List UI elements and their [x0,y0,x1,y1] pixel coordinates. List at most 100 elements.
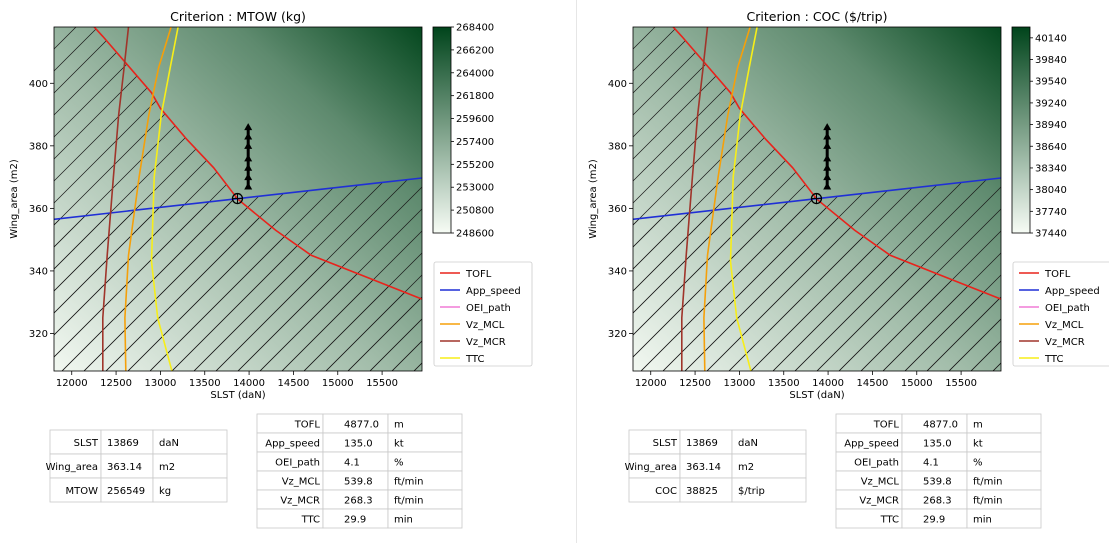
chart-panel-2: Criterion : COC ($/trip) 12000 12500 13000 1… [588,9,1109,529]
legend-label: TTC [465,354,484,365]
x-tick-label: 15000 [322,378,354,389]
y-tick-label: 360 [608,204,627,215]
colorbar-tick-label: 261800 [456,91,494,102]
legend-box [1012,261,1109,367]
constraint-table-text: 4877.0 [923,420,958,431]
panel-divider [576,0,577,543]
x-tick-label: 12000 [56,378,88,389]
constraint-table-text: ft/min [973,496,1003,507]
y-axis-label: Wing_area (m2) [9,159,20,239]
plot-area [54,27,422,371]
y-axis-label: Wing_area (m2) [588,159,599,239]
legend-label: TOFL [1044,269,1071,280]
feasibility-marker [244,163,253,171]
constraint-table-text: m [973,420,983,431]
colorbar-tick-label: 39240 [1035,98,1067,109]
y-tick-label: 320 [29,329,48,340]
design-table-text: Wing_area [46,462,98,473]
y-tick-label: 320 [608,329,627,340]
x-tick-label: 12500 [100,378,132,389]
design-table-text: 363.14 [686,462,721,473]
feasibility-marker [244,132,253,140]
constraint-table-text: ft/min [394,496,424,507]
colorbar [1011,26,1031,234]
design-table-text: daN [159,438,179,449]
constraint-table-text: App_speed [844,439,899,450]
design-table-text: kg [159,486,171,497]
series-tofl-line [672,27,1001,300]
chart-panel-1: Criterion : MTOW (kg) 12000 12500 13000 1350… [9,9,533,529]
colorbar-tick-label: 38640 [1035,142,1067,153]
constraint-table-text: 4.1 [344,458,360,469]
design-table-text: m2 [738,462,754,473]
constraint-table-cell [966,508,1042,529]
y-tick-label: 380 [29,141,48,152]
colorbar-tick-label: 257400 [456,137,494,148]
constraint-table-text: TOFL [294,420,321,431]
constraint-table-text: % [973,458,983,469]
colorbar-tick-label: 37440 [1035,229,1067,240]
design-table-cell [731,453,807,479]
design-table-cell [731,429,807,455]
constraint-table-text: Vz_MCL [282,477,321,488]
feasibility-marker [823,173,832,181]
x-tick-label: 15000 [901,378,933,389]
x-tick-label: 14000 [233,378,265,389]
design-table-cell [152,477,228,503]
feasibility-marker [823,163,832,171]
constraint-table-text: min [394,515,413,526]
series-ttc-line [729,27,758,371]
legend-label: App_speed [1045,286,1100,297]
design-table-text: COC [655,486,677,497]
colorbar-tick-label: 255200 [456,160,494,171]
legend-label: TTC [1044,354,1063,365]
plot-frame [53,26,423,372]
colorbar-tick-label: 259600 [456,114,494,125]
x-tick-label: 13500 [768,378,800,389]
constraint-table-text: 4.1 [923,458,939,469]
colorbar-tick-label: 268400 [456,23,494,34]
x-tick-label: 14000 [812,378,844,389]
colorbar-tick-label: 253000 [456,183,494,194]
chart-title: Criterion : MTOW (kg) [170,9,306,24]
constraint-table-text: kt [394,439,404,450]
feasibility-marker [823,123,832,131]
legend-label: OEI_path [466,303,511,314]
colorbar-tick-label: 39540 [1035,77,1067,88]
legend-box [433,261,533,367]
design-table-text: 13869 [107,438,139,449]
design-table-cell [628,477,681,503]
design-table-text: $/trip [738,486,765,497]
y-tick-label: 360 [29,204,48,215]
design-table-cell [628,453,681,479]
plot-area [633,27,1001,371]
series-ttc-line [150,27,179,371]
constraint-table-cell [387,508,463,529]
x-tick-label: 13500 [189,378,221,389]
legend-label: Vz_MCL [1045,320,1084,331]
constraint-table-text: % [394,458,404,469]
design-table-cell [679,453,733,479]
design-table-cell [679,429,733,455]
colorbar-tick-label: 39840 [1035,55,1067,66]
y-tick-label: 340 [29,266,48,277]
constraint-table-text: 29.9 [344,515,366,526]
constraint-table-text: TTC [301,515,320,526]
constraint-table-text: 29.9 [923,515,945,526]
y-tick-label: 380 [608,141,627,152]
feasibility-marker [823,132,832,140]
constraint-table-text: Vz_MCR [859,496,899,507]
constraint-table-text: OEI_path [854,458,899,469]
constraint-table-text: OEI_path [275,458,320,469]
colorbar-tick-label: 38040 [1035,185,1067,196]
constraint-table-text: App_speed [265,439,320,450]
design-table-text: m2 [159,462,175,473]
x-tick-label: 14500 [857,378,889,389]
constraint-table-text: m [394,420,404,431]
y-tick-label: 400 [608,79,627,90]
x-tick-label: 12500 [679,378,711,389]
x-axis-label: SLST (daN) [210,390,265,401]
design-table-cell [100,477,154,503]
colorbar-tick-label: 250800 [456,206,494,217]
